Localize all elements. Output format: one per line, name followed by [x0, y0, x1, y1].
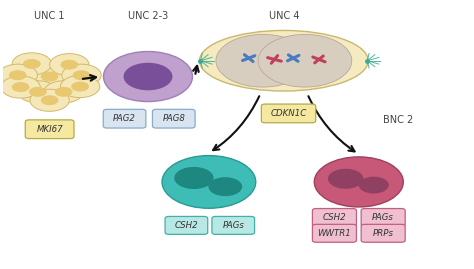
Circle shape [30, 89, 69, 111]
Text: UNC 2-3: UNC 2-3 [128, 11, 168, 21]
Circle shape [209, 177, 242, 196]
FancyBboxPatch shape [261, 104, 316, 123]
Circle shape [30, 65, 69, 88]
Text: UNC 4: UNC 4 [269, 11, 299, 21]
FancyBboxPatch shape [103, 109, 146, 128]
FancyBboxPatch shape [312, 224, 356, 242]
Circle shape [44, 81, 83, 103]
Circle shape [124, 63, 173, 90]
Circle shape [103, 52, 192, 102]
Text: WWTR1: WWTR1 [318, 229, 351, 238]
Circle shape [23, 59, 41, 69]
Circle shape [18, 81, 57, 103]
Text: BNC 2: BNC 2 [383, 115, 414, 125]
Text: PAGs: PAGs [372, 213, 394, 222]
Circle shape [328, 169, 364, 189]
Circle shape [71, 82, 89, 91]
Circle shape [1, 76, 40, 98]
FancyBboxPatch shape [312, 208, 356, 226]
FancyBboxPatch shape [153, 109, 195, 128]
Circle shape [12, 82, 29, 92]
Circle shape [0, 64, 37, 86]
Text: BNC 1: BNC 1 [154, 115, 184, 125]
Circle shape [50, 54, 89, 76]
Text: UNC 1: UNC 1 [35, 11, 65, 21]
Circle shape [41, 72, 58, 82]
Circle shape [174, 167, 214, 189]
Text: CSH2: CSH2 [174, 221, 198, 230]
Text: MKI67: MKI67 [36, 125, 63, 134]
Ellipse shape [200, 30, 368, 91]
Text: CDKN1C: CDKN1C [270, 109, 307, 118]
FancyBboxPatch shape [361, 208, 405, 226]
Circle shape [314, 157, 403, 207]
Text: CSH2: CSH2 [323, 213, 346, 222]
Circle shape [258, 34, 352, 87]
Circle shape [55, 87, 73, 97]
Text: PRPs: PRPs [373, 229, 393, 238]
FancyBboxPatch shape [212, 217, 255, 234]
Circle shape [41, 95, 58, 105]
Circle shape [61, 60, 78, 70]
Text: PAG8: PAG8 [162, 114, 185, 123]
Circle shape [9, 70, 27, 80]
FancyBboxPatch shape [361, 224, 405, 242]
Circle shape [162, 155, 256, 208]
Circle shape [216, 34, 310, 87]
Text: PAG2: PAG2 [113, 114, 136, 123]
FancyBboxPatch shape [165, 217, 208, 234]
Circle shape [12, 53, 52, 75]
Circle shape [62, 64, 101, 86]
Circle shape [29, 87, 47, 97]
Text: PAGs: PAGs [222, 221, 244, 230]
Circle shape [73, 70, 91, 80]
Circle shape [60, 76, 100, 98]
FancyBboxPatch shape [25, 120, 74, 139]
Circle shape [359, 177, 389, 193]
